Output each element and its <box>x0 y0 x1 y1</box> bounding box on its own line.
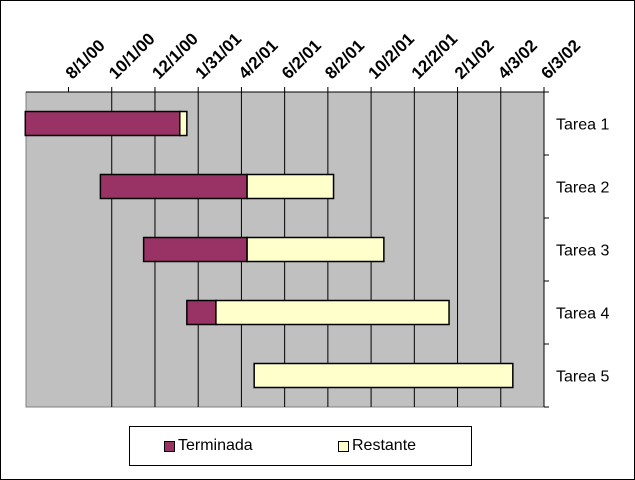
bar-restante <box>246 236 385 263</box>
gridlines <box>111 92 545 407</box>
category-label: Tarea 3 <box>556 243 609 260</box>
bar-restante <box>179 110 188 137</box>
bar-restante <box>253 362 514 389</box>
legend-label-restante: Restante <box>352 437 417 454</box>
category-label: Tarea 4 <box>556 306 609 323</box>
bars <box>24 110 514 389</box>
bar-terminada <box>99 173 248 200</box>
legend-label-terminada: Terminada <box>178 437 253 454</box>
x-tick-label: 12/1/00 <box>148 29 202 83</box>
category-label: Tarea 5 <box>556 369 609 386</box>
x-tick-label: 8/1/00 <box>62 36 109 83</box>
bar-restante <box>246 173 335 200</box>
x-tick-marks <box>68 87 545 92</box>
gantt-chart: 8/1/0010/1/0012/1/001/31/014/2/016/2/018… <box>24 29 609 408</box>
x-tick-label: 10/1/00 <box>105 29 159 83</box>
category-label: Tarea 1 <box>556 117 609 134</box>
legend-swatch-terminada <box>164 440 175 452</box>
legend-item-restante: Restante <box>338 437 416 455</box>
x-tick-label: 10/2/01 <box>364 29 418 83</box>
x-tick-label: 8/2/01 <box>321 36 368 83</box>
legend: Terminada Restante <box>129 426 472 466</box>
bar-terminada <box>186 299 217 326</box>
x-tick-label: 6/2/01 <box>278 36 325 83</box>
bar-terminada <box>142 236 248 263</box>
x-tick-label: 4/3/02 <box>494 36 541 83</box>
legend-swatch-restante <box>338 440 349 452</box>
bar-terminada <box>24 110 181 137</box>
x-tick-label: 1/31/01 <box>192 29 246 83</box>
x-tick-label: 6/3/02 <box>537 36 584 83</box>
bar-restante <box>215 299 450 326</box>
y-tick-marks <box>544 91 549 408</box>
category-labels: Tarea 1 Tarea 2 Tarea 3 Tarea 4 Tarea 5 <box>556 117 609 386</box>
legend-item-terminada: Terminada <box>164 437 253 455</box>
x-tick-label: 12/2/01 <box>408 29 462 83</box>
x-tick-labels: 8/1/0010/1/0012/1/001/31/014/2/016/2/018… <box>62 29 584 83</box>
category-label: Tarea 2 <box>556 180 609 197</box>
